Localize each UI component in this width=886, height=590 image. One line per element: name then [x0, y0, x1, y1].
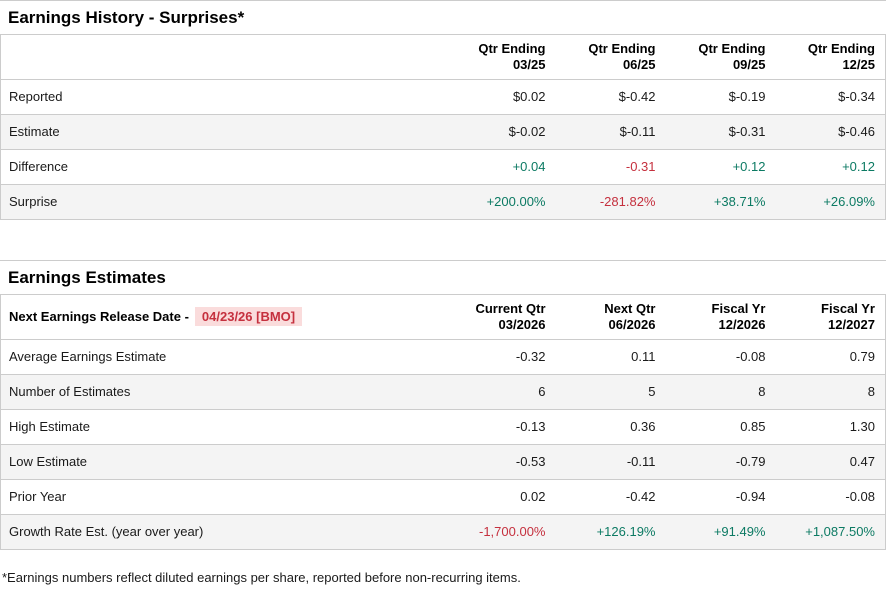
column-header: Current Qtr 03/2026 — [475, 301, 546, 332]
cell-value: 5 — [555, 374, 666, 410]
table-row: Prior Year 0.02 -0.42 -0.94 -0.08 — [0, 479, 886, 515]
table-row: Estimate $-0.02 $-0.11 $-0.31 $-0.46 — [0, 114, 886, 150]
table-row: Reported $0.02 $-0.42 $-0.19 $-0.34 — [0, 79, 886, 115]
row-label: Number of Estimates — [0, 374, 446, 410]
cell-value: 8 — [665, 374, 776, 410]
cell-value: 0.85 — [665, 409, 776, 445]
release-date-label: Next Earnings Release Date - — [9, 309, 189, 324]
earnings-estimates-title: Earnings Estimates — [0, 260, 886, 294]
cell-value: +200.00% — [445, 184, 556, 220]
column-header-row: Qtr Ending 03/25 Qtr Ending 06/25 Qtr Ending… — [1, 35, 886, 80]
row-label: Surprise — [0, 184, 446, 220]
row-label: High Estimate — [0, 409, 446, 445]
column-header: Fiscal Yr 12/2026 — [711, 301, 766, 332]
earnings-history-body: Reported $0.02 $-0.42 $-0.19 $-0.34 Estimate $… — [0, 79, 886, 220]
cell-value: -0.11 — [555, 444, 666, 480]
earnings-estimates-body: Average Earnings Estimate -0.32 0.11 -0.08 0… — [0, 339, 886, 550]
cell-value: 8 — [775, 374, 886, 410]
cell-value: -0.42 — [555, 479, 666, 515]
table-row: Average Earnings Estimate -0.32 0.11 -0.08 0… — [0, 339, 886, 375]
cell-value: 1.30 — [775, 409, 886, 445]
column-header: Qtr Ending 12/25 — [807, 41, 875, 72]
cell-value: -0.08 — [665, 339, 776, 375]
cell-value: 0.02 — [445, 479, 556, 515]
empty-corner-cell — [1, 35, 446, 80]
earnings-estimates-table: Next Earnings Release Date - 04/23/26 [BM… — [0, 294, 886, 550]
row-label: Estimate — [0, 114, 446, 150]
column-header: Next Qtr 06/2026 — [604, 301, 656, 332]
earnings-history-title: Earnings History - Surprises* — [0, 0, 886, 34]
cell-value: +91.49% — [665, 514, 776, 550]
row-label: Average Earnings Estimate — [0, 339, 446, 375]
earnings-history-table: Qtr Ending 03/25 Qtr Ending 06/25 Qtr Ending… — [0, 34, 886, 220]
cell-value: -1,700.00% — [445, 514, 556, 550]
row-label: Reported — [0, 79, 446, 115]
cell-value: $0.02 — [445, 79, 556, 115]
earnings-history-section: Earnings History - Surprises* Qtr Ending… — [0, 0, 886, 220]
release-date-value: 04/23/26 [BMO] — [194, 307, 303, 326]
cell-value: $-0.46 — [775, 114, 886, 150]
footnote: *Earnings numbers reflect diluted earnin… — [2, 570, 521, 585]
cell-value: $-0.34 — [775, 79, 886, 115]
column-header: Qtr Ending 09/25 — [698, 41, 766, 72]
column-header: Fiscal Yr 12/2027 — [821, 301, 875, 332]
cell-value: +0.12 — [775, 149, 886, 185]
cell-value: 0.79 — [775, 339, 886, 375]
cell-value: 0.47 — [775, 444, 886, 480]
cell-value: +126.19% — [555, 514, 666, 550]
cell-value: -0.31 — [555, 149, 666, 185]
row-label: Growth Rate Est. (year over year) — [0, 514, 446, 550]
row-label: Difference — [0, 149, 446, 185]
table-row: High Estimate -0.13 0.36 0.85 1.30 — [0, 409, 886, 445]
earnings-estimates-section: Earnings Estimates Next Earnings Release… — [0, 260, 886, 550]
cell-value: +0.12 — [665, 149, 776, 185]
table-row: Difference +0.04 -0.31 +0.12 +0.12 — [0, 149, 886, 185]
cell-value: +0.04 — [445, 149, 556, 185]
cell-value: $-0.11 — [555, 114, 666, 150]
column-header: Qtr Ending 03/25 — [478, 41, 546, 72]
cell-value: -0.32 — [445, 339, 556, 375]
table-row: Growth Rate Est. (year over year) -1,700.… — [0, 514, 886, 550]
cell-value: +38.71% — [665, 184, 776, 220]
cell-value: 0.11 — [555, 339, 666, 375]
column-header: Qtr Ending 06/25 — [588, 41, 656, 72]
cell-value: $-0.42 — [555, 79, 666, 115]
cell-value: $-0.19 — [665, 79, 776, 115]
table-row: Number of Estimates 6 5 8 8 — [0, 374, 886, 410]
cell-value: -0.08 — [775, 479, 886, 515]
cell-value: 6 — [445, 374, 556, 410]
cell-value: -0.13 — [445, 409, 556, 445]
cell-value: -281.82% — [555, 184, 666, 220]
table-row: Surprise +200.00% -281.82% +38.71% +26.09% — [0, 184, 886, 220]
cell-value: $-0.31 — [665, 114, 776, 150]
cell-value: $-0.02 — [445, 114, 556, 150]
cell-value: +26.09% — [775, 184, 886, 220]
cell-value: +1,087.50% — [775, 514, 886, 550]
row-label: Low Estimate — [0, 444, 446, 480]
next-earnings-release-cell: Next Earnings Release Date - 04/23/26 [BM… — [1, 295, 446, 340]
cell-value: -0.53 — [445, 444, 556, 480]
cell-value: -0.79 — [665, 444, 776, 480]
table-row: Low Estimate -0.53 -0.11 -0.79 0.47 — [0, 444, 886, 480]
cell-value: -0.94 — [665, 479, 776, 515]
cell-value: 0.36 — [555, 409, 666, 445]
row-label: Prior Year — [0, 479, 446, 515]
column-header-row: Next Earnings Release Date - 04/23/26 [BM… — [1, 295, 886, 340]
